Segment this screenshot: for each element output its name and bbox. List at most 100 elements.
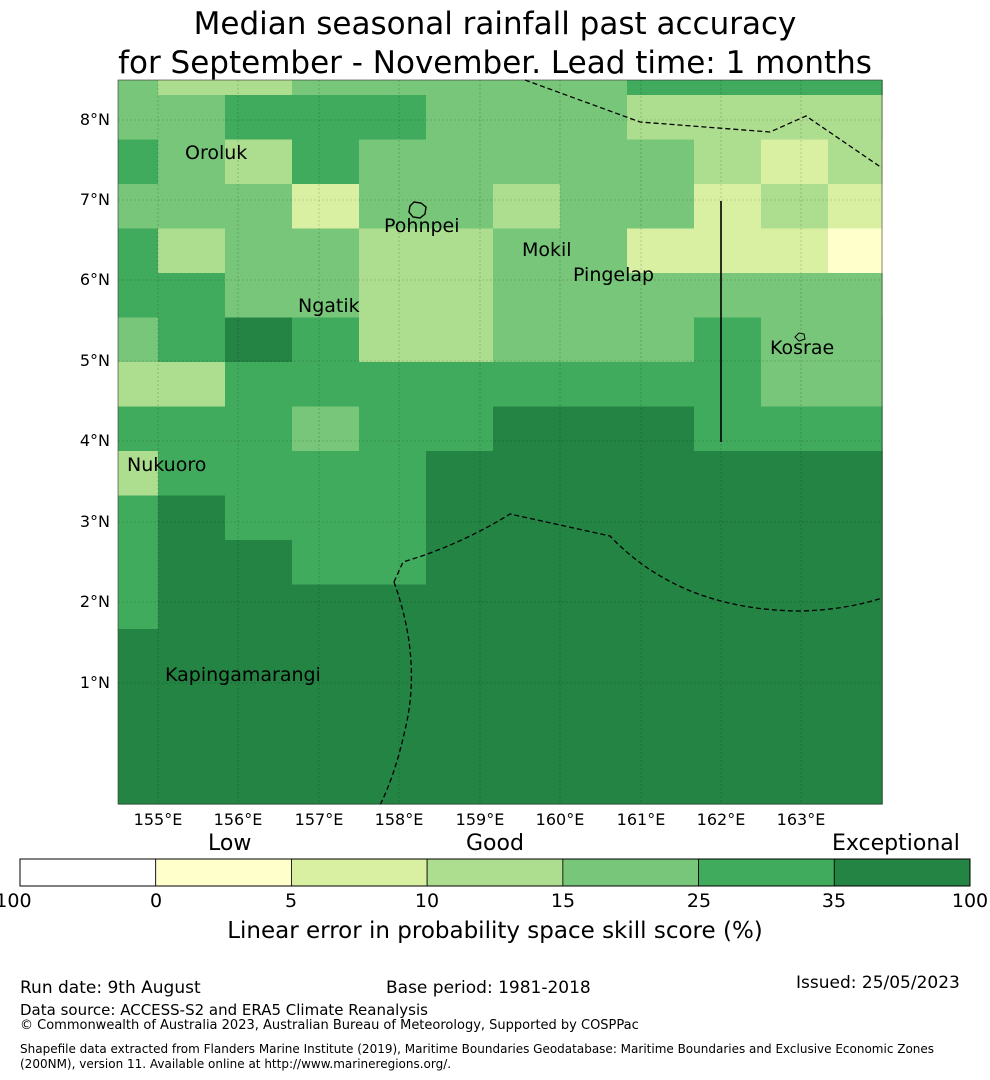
skill-cell (761, 584, 829, 630)
skill-cell (627, 762, 695, 805)
skill-cell (694, 317, 762, 363)
skill-cell (426, 228, 494, 274)
map-frame (117, 79, 883, 805)
skill-cell (158, 451, 226, 497)
skill-cell (426, 362, 494, 408)
lat-label-1n: 1°N (79, 673, 110, 692)
skill-cell (694, 139, 762, 185)
skill-cell (761, 540, 829, 586)
colorbar-tick: 25 (686, 890, 712, 912)
skill-cell (158, 673, 226, 719)
skill-cell (426, 317, 494, 363)
copyright: © Commonwealth of Australia 2023, Austra… (20, 1018, 639, 1033)
map-title-line1: Median seasonal rainfall past accuracy (193, 6, 797, 42)
colorbar-swatch (291, 858, 428, 887)
skill-cell (694, 273, 762, 319)
colorbar-tick: 15 (550, 890, 576, 912)
colorbar-category-exceptional: Exceptional (832, 831, 960, 856)
skill-cell (158, 317, 226, 363)
lon-label-157e: 157°E (294, 810, 344, 829)
skill-cell (158, 228, 226, 274)
skill-cell (225, 673, 293, 719)
colorbar-swatch (155, 858, 292, 887)
skill-cell (118, 762, 159, 805)
skill-cell (292, 362, 360, 408)
eez-boundary-south (393, 513, 883, 612)
skill-cell (761, 184, 829, 230)
skill-cell (761, 362, 829, 408)
skill-cell (158, 184, 226, 230)
skill-cell (761, 718, 829, 764)
skill-cell (761, 139, 829, 185)
skill-cell (225, 80, 293, 96)
skill-cell (426, 584, 494, 630)
skill-cell (560, 762, 628, 805)
lon-label-159e: 159°E (455, 810, 505, 829)
skill-cell (359, 451, 427, 497)
skill-cell (493, 228, 561, 274)
place-label-ngatik: Ngatik (298, 295, 360, 317)
skill-cell (359, 762, 427, 805)
skill-cell (560, 673, 628, 719)
skill-cell (627, 718, 695, 764)
skill-cell (828, 762, 883, 805)
skill-cell (694, 184, 762, 230)
skill-cell (426, 273, 494, 319)
skill-grid (118, 80, 883, 805)
skill-cell (225, 762, 293, 805)
skill-cell (158, 80, 226, 96)
skill-cell (292, 718, 360, 764)
skill-cell (359, 673, 427, 719)
skill-cell (694, 228, 762, 274)
base-period: Base period: 1981-2018 (386, 978, 591, 998)
skill-cell (292, 629, 360, 675)
graticule (118, 80, 882, 804)
skill-cell (225, 629, 293, 675)
lon-label-160e: 160°E (535, 810, 585, 829)
skill-cell (828, 406, 883, 452)
colorbar-tick: 0 (149, 890, 163, 912)
skill-cell (627, 273, 695, 319)
skill-cell (627, 540, 695, 586)
skill-cell (694, 673, 762, 719)
skill-cell (493, 95, 561, 141)
skill-cell (118, 228, 159, 274)
lat-label-4n: 4°N (79, 431, 110, 450)
skill-cell (761, 228, 829, 274)
skill-cell (426, 673, 494, 719)
skill-cell (761, 762, 829, 805)
skill-cell (225, 273, 293, 319)
skill-cell (560, 362, 628, 408)
skill-cell (118, 317, 159, 363)
pohnpei-island-outline (408, 201, 427, 219)
skill-cell (158, 362, 226, 408)
colorbar-swatch (833, 858, 971, 887)
colorbar-title: Linear error in probability space skill … (227, 918, 763, 944)
skill-cell (761, 673, 829, 719)
skill-cell (627, 629, 695, 675)
skill-cell (225, 139, 293, 185)
skill-cell (493, 184, 561, 230)
skill-cell (627, 317, 695, 363)
skill-cell (118, 184, 159, 230)
skill-cell (426, 451, 494, 497)
skill-cell (292, 80, 360, 96)
data-source: Data source: ACCESS-S2 and ERA5 Climate … (20, 1001, 428, 1019)
skill-cell (292, 673, 360, 719)
colorbar-tick: 35 (821, 890, 847, 912)
skill-cell (225, 228, 293, 274)
map-title-line2: for September - November. Lead time: 1 m… (118, 45, 872, 81)
issued-date: Issued: 25/05/2023 (796, 973, 960, 993)
place-label-oroluk: Oroluk (185, 142, 248, 164)
skill-cell (292, 584, 360, 630)
skill-cell (493, 540, 561, 586)
skill-cell (118, 673, 159, 719)
skill-cell (158, 139, 226, 185)
lat-label-5n: 5°N (79, 351, 110, 370)
skill-cell (426, 762, 494, 805)
skill-cell (627, 495, 695, 541)
skill-cell (118, 540, 159, 586)
skill-cell (493, 762, 561, 805)
skill-cell (828, 228, 883, 274)
skill-cell (158, 273, 226, 319)
